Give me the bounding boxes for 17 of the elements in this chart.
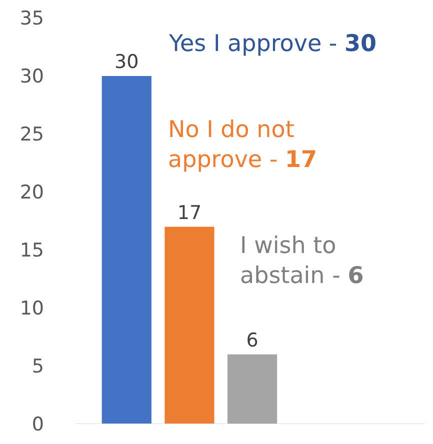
- annotation: I wish to abstain - 6: [240, 233, 364, 289]
- y-tick-label: 30: [20, 66, 44, 88]
- data-label: 6: [246, 329, 258, 352]
- y-tick-label: 25: [20, 124, 44, 146]
- y-tick-label: 20: [20, 182, 44, 204]
- y-tick-label: 10: [20, 298, 44, 320]
- bar: [164, 226, 214, 424]
- y-tick-label: 5: [32, 356, 44, 378]
- data-label: 17: [177, 202, 202, 224]
- annotation: Yes I approve - 30: [168, 31, 377, 57]
- y-tick-label: 0: [32, 414, 44, 436]
- bar: [227, 354, 278, 424]
- annotation: No I do not approve - 17: [168, 117, 318, 173]
- bar: [102, 76, 152, 424]
- y-tick-label: 35: [20, 8, 44, 30]
- data-label: 30: [114, 51, 139, 73]
- y-tick-label: 15: [20, 240, 44, 262]
